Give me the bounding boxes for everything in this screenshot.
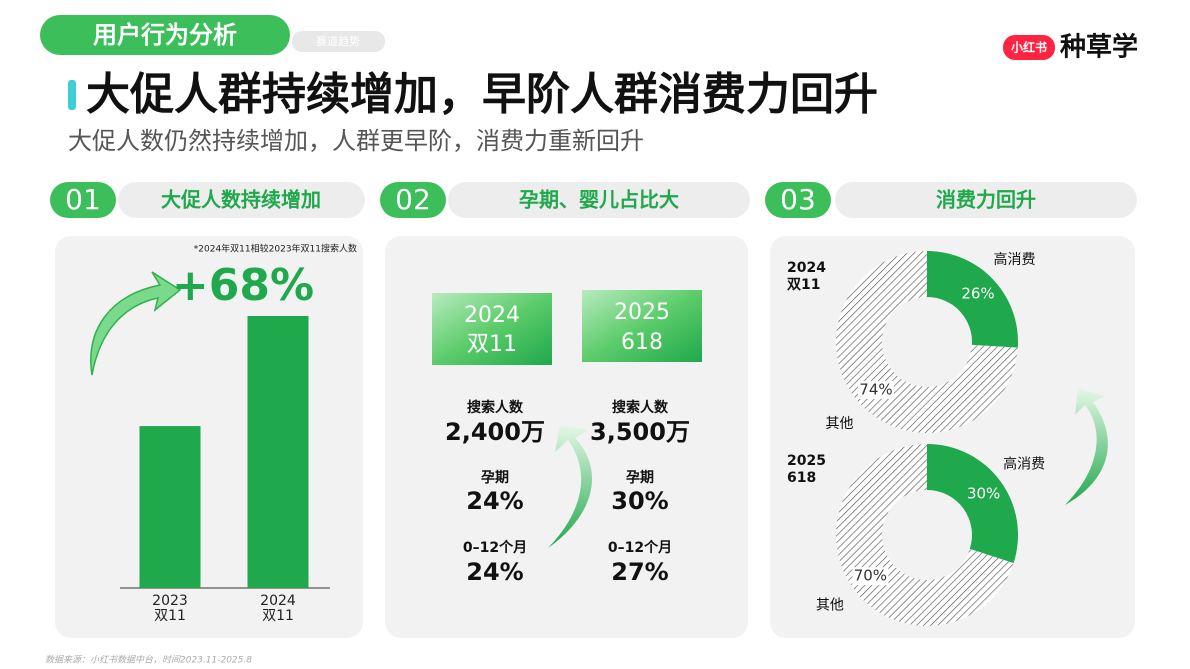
panel-number: 03 bbox=[780, 183, 816, 216]
value-label: 26% bbox=[961, 285, 994, 303]
stat-value: 24% bbox=[466, 487, 523, 515]
stat-label: 搜索人数 bbox=[467, 399, 524, 416]
tag-label: 赛道趋势 bbox=[316, 34, 360, 48]
donut-slice bbox=[927, 251, 1018, 348]
donut-title: 2024 bbox=[787, 260, 826, 276]
heading-pill bbox=[835, 182, 1137, 218]
footer: 数据来源：小红书数据中台，时间2023.11-2025.8 bbox=[45, 655, 252, 666]
period-box bbox=[432, 293, 552, 365]
stat-value: 24% bbox=[466, 558, 523, 586]
value-label: 74% bbox=[859, 380, 892, 398]
stat-label: 0–12个月 bbox=[463, 539, 527, 556]
category-label: 其他 bbox=[826, 416, 854, 432]
donut-title: 双11 bbox=[787, 277, 820, 293]
trend-arrow bbox=[1065, 388, 1108, 505]
period-year: 2025 bbox=[614, 300, 670, 325]
title-accent bbox=[68, 80, 76, 110]
stat-label: 孕期 bbox=[626, 470, 654, 486]
stat-value: 3,500万 bbox=[590, 418, 690, 446]
value-label: 30% bbox=[967, 484, 1000, 502]
heading-pill bbox=[118, 182, 365, 218]
period-year: 2024 bbox=[464, 303, 520, 328]
number-pill bbox=[50, 182, 116, 218]
heading-pill bbox=[448, 182, 750, 218]
number-pill bbox=[765, 182, 831, 218]
x-tick-label: 2023 bbox=[152, 593, 188, 609]
brand-badge-text: 小红书 bbox=[1011, 40, 1047, 55]
donut-title: 618 bbox=[787, 470, 816, 486]
bar bbox=[139, 426, 201, 588]
stat-value: 2,400万 bbox=[445, 418, 545, 446]
category-label: 高消费 bbox=[1003, 455, 1045, 472]
value-label: 70% bbox=[854, 567, 887, 585]
growth-arrow bbox=[90, 271, 182, 376]
number-pill bbox=[380, 182, 446, 218]
x-tick-label: 双11 bbox=[154, 608, 186, 624]
period-box bbox=[582, 290, 702, 362]
panel-number: 01 bbox=[65, 183, 101, 216]
subtitle: 大促人数仍然持续增加，人群更早阶，消费力重新回升 bbox=[68, 127, 644, 155]
panel-heading: 大促人数持续增加 bbox=[161, 188, 321, 212]
period-event: 双11 bbox=[467, 332, 517, 357]
trend-arrow bbox=[548, 425, 593, 548]
label-bg bbox=[857, 380, 894, 399]
note: *2024年双11相较2023年双11搜索人数 bbox=[194, 243, 357, 255]
stat-label: 搜索人数 bbox=[612, 399, 669, 416]
category-label: 其他 bbox=[816, 598, 844, 614]
stat-value: 27% bbox=[611, 558, 668, 586]
stat-value: 30% bbox=[611, 487, 668, 515]
stat-label: 0–12个月 bbox=[608, 539, 672, 556]
growth-value: +68% bbox=[172, 260, 314, 311]
x-tick-label: 2024 bbox=[260, 593, 296, 609]
panel-heading: 孕期、婴儿占比大 bbox=[519, 188, 679, 212]
period-event: 618 bbox=[621, 330, 663, 355]
panel-heading: 消费力回升 bbox=[936, 188, 1036, 212]
section-pill bbox=[40, 15, 290, 55]
category-label: 高消费 bbox=[993, 251, 1035, 268]
section-label: 用户行为分析 bbox=[93, 21, 237, 49]
x-tick-label: 双11 bbox=[262, 608, 294, 624]
brand: 种草学 bbox=[1060, 32, 1138, 63]
stats: 搜索人数2,400万孕期24%0–12个月24%搜索人数3,500万孕期30%0… bbox=[445, 399, 690, 586]
label-bg bbox=[852, 567, 889, 586]
panel-number: 02 bbox=[395, 183, 431, 216]
bar bbox=[247, 316, 309, 588]
tag-pill bbox=[292, 31, 385, 52]
donut-slice bbox=[927, 444, 1019, 564]
brand-badge bbox=[1003, 35, 1055, 60]
stat-label: 孕期 bbox=[481, 470, 509, 486]
title: 大促人群持续增加，早阶人群消费力回升 bbox=[86, 69, 878, 120]
donut-title: 2025 bbox=[787, 453, 826, 469]
panel-headers: 01 大促人数持续增加 02 孕期、婴儿占比大 03 消费力回升 bbox=[50, 182, 1137, 218]
